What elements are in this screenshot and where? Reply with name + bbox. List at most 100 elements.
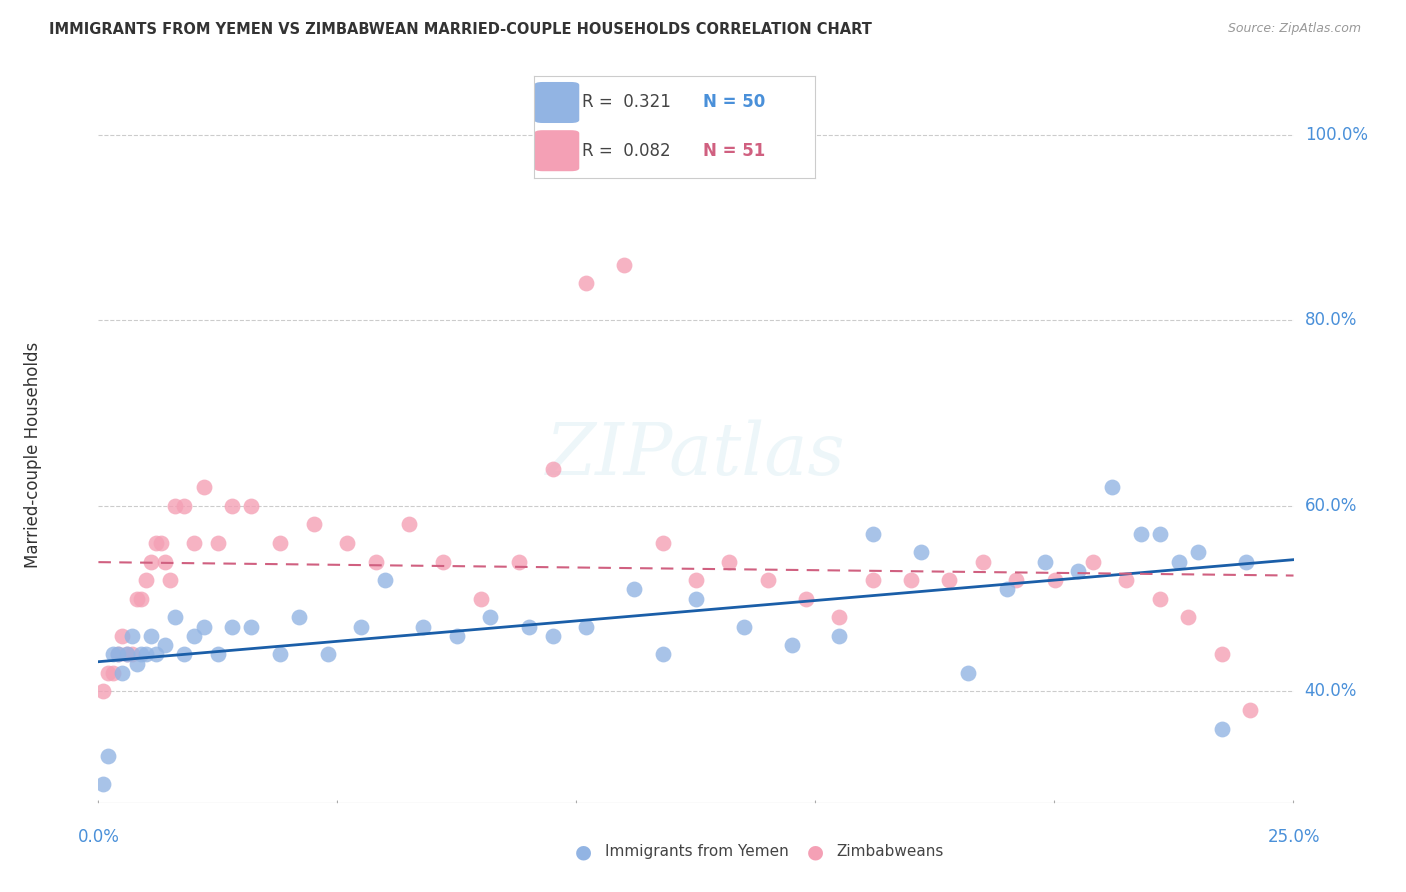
FancyBboxPatch shape	[534, 130, 579, 171]
Point	[1167, 555, 1189, 569]
Point	[575, 619, 598, 633]
Point	[1081, 555, 1104, 569]
Point	[97, 665, 120, 680]
Point	[207, 536, 229, 550]
Point	[111, 665, 134, 680]
Text: ●: ●	[575, 842, 592, 862]
Point	[1177, 610, 1199, 624]
Point	[794, 591, 817, 606]
Point	[101, 648, 124, 662]
Text: N = 51: N = 51	[703, 142, 765, 160]
Point	[1187, 545, 1209, 559]
Point	[432, 555, 454, 569]
Point	[163, 610, 186, 624]
Point	[145, 648, 167, 662]
Point	[1149, 591, 1171, 606]
Point	[149, 536, 172, 550]
Text: Source: ZipAtlas.com: Source: ZipAtlas.com	[1227, 22, 1361, 36]
Point	[155, 638, 177, 652]
Text: Immigrants from Yemen: Immigrants from Yemen	[605, 845, 789, 859]
Point	[651, 536, 673, 550]
Point	[240, 619, 263, 633]
Point	[972, 555, 994, 569]
Point	[364, 555, 387, 569]
Point	[1101, 480, 1123, 494]
Point	[163, 499, 186, 513]
Text: 40.0%: 40.0%	[1305, 682, 1357, 700]
Point	[685, 591, 707, 606]
Text: Zimbabweans: Zimbabweans	[837, 845, 943, 859]
Point	[316, 648, 339, 662]
Point	[957, 665, 980, 680]
Point	[1005, 573, 1028, 587]
Point	[862, 526, 884, 541]
Point	[900, 573, 922, 587]
Point	[121, 629, 143, 643]
Point	[269, 648, 291, 662]
Point	[575, 277, 598, 291]
Point	[517, 619, 540, 633]
Point	[350, 619, 373, 633]
Point	[101, 665, 124, 680]
Text: Married-couple Households: Married-couple Households	[24, 342, 42, 568]
Point	[145, 536, 167, 550]
Point	[446, 629, 468, 643]
Text: 80.0%: 80.0%	[1305, 311, 1357, 329]
Point	[1115, 573, 1137, 587]
Point	[651, 648, 673, 662]
Point	[125, 657, 148, 671]
Point	[780, 638, 803, 652]
Point	[412, 619, 434, 633]
Text: 100.0%: 100.0%	[1305, 126, 1368, 144]
Text: R =  0.321: R = 0.321	[582, 94, 671, 112]
Point	[107, 648, 129, 662]
Point	[756, 573, 779, 587]
Point	[336, 536, 359, 550]
Text: 25.0%: 25.0%	[1267, 828, 1320, 846]
Point	[193, 480, 215, 494]
Point	[193, 619, 215, 633]
Point	[221, 499, 243, 513]
Point	[288, 610, 311, 624]
Point	[173, 648, 195, 662]
Point	[91, 684, 114, 698]
Point	[111, 629, 134, 643]
Point	[718, 555, 741, 569]
Point	[1033, 555, 1056, 569]
Point	[541, 629, 564, 643]
Text: IMMIGRANTS FROM YEMEN VS ZIMBABWEAN MARRIED-COUPLE HOUSEHOLDS CORRELATION CHART: IMMIGRANTS FROM YEMEN VS ZIMBABWEAN MARR…	[49, 22, 872, 37]
Point	[828, 629, 851, 643]
Point	[1211, 722, 1233, 736]
Point	[135, 648, 157, 662]
Point	[862, 573, 884, 587]
Point	[623, 582, 645, 597]
Point	[121, 648, 143, 662]
Point	[828, 610, 851, 624]
Text: ZIPatlas: ZIPatlas	[546, 419, 846, 491]
Point	[131, 648, 153, 662]
Point	[221, 619, 243, 633]
Point	[135, 573, 157, 587]
Point	[115, 648, 138, 662]
Point	[139, 555, 162, 569]
Point	[733, 619, 755, 633]
Point	[125, 591, 148, 606]
Text: R =  0.082: R = 0.082	[582, 142, 671, 160]
Point	[139, 629, 162, 643]
Point	[302, 517, 325, 532]
Point	[541, 462, 564, 476]
Point	[183, 536, 205, 550]
Text: 60.0%: 60.0%	[1305, 497, 1357, 515]
Point	[1211, 648, 1233, 662]
Point	[97, 749, 120, 764]
Point	[1129, 526, 1152, 541]
Text: N = 50: N = 50	[703, 94, 765, 112]
Text: 0.0%: 0.0%	[77, 828, 120, 846]
Point	[1043, 573, 1066, 587]
Point	[995, 582, 1018, 597]
Point	[508, 555, 530, 569]
Point	[1239, 703, 1261, 717]
Point	[685, 573, 707, 587]
Text: ●: ●	[807, 842, 824, 862]
Point	[183, 629, 205, 643]
